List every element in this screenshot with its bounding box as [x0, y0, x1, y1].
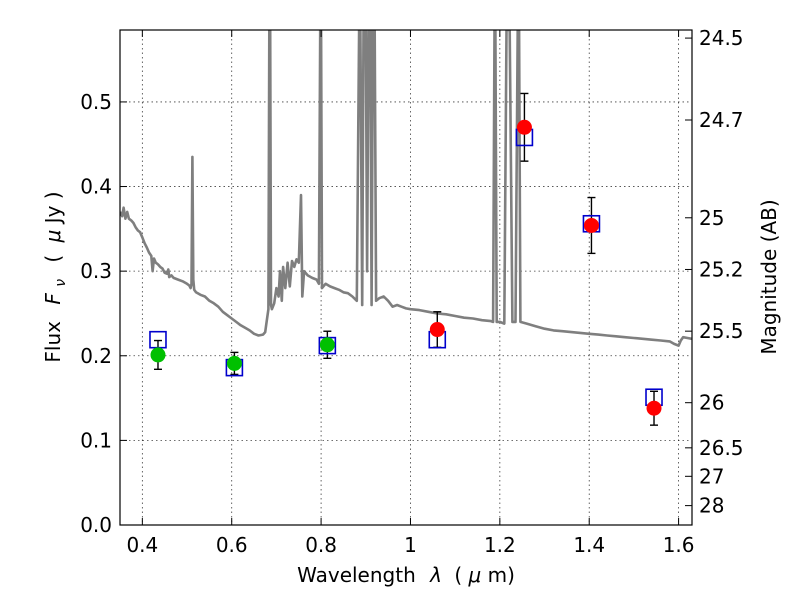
- x-axis-label-unit-mu: μ: [468, 563, 482, 587]
- mag-tick-label: 25.2: [699, 257, 744, 281]
- observed-nir-point: [516, 119, 532, 135]
- x-tick-label: 0.8: [305, 533, 337, 557]
- observed-optical-point: [319, 337, 335, 353]
- x-tick-label: 1: [404, 533, 417, 557]
- x-tick-label: 0.4: [126, 533, 158, 557]
- magnitude-axis-ticks: 24.5 24.7 25 25.2 25.5 26 26.5 27 28: [685, 26, 744, 518]
- y-tick-label: 0.4: [80, 175, 112, 199]
- y-axis-ticks: 0.0 0.1 0.2 0.3 0.4 0.5: [80, 90, 127, 537]
- mag-tick-label: 25.5: [699, 319, 744, 343]
- y-axis-label-unit-open: (: [41, 255, 65, 263]
- x-tick-label: 1.6: [663, 533, 695, 557]
- observed-nir-point: [583, 217, 599, 233]
- y-axis-label-unit-mu: μ: [41, 230, 65, 244]
- y-axis-label-left: Flux F ν ( μ Jy ): [41, 191, 70, 362]
- y-tick-label: 0.3: [80, 259, 112, 283]
- observed-nir-point: [646, 400, 662, 416]
- mag-tick-label: 26: [699, 391, 724, 415]
- observed-photometry-points: [150, 119, 662, 416]
- plot-frame: [119, 29, 693, 526]
- mag-tick-label: 24.7: [699, 108, 744, 132]
- model-spectrum-line: [120, 30, 692, 347]
- mag-tick-label: 24.5: [699, 26, 744, 50]
- y-axis-label-sub: ν: [53, 279, 69, 287]
- y-axis-label-right: Magnitude (AB): [757, 199, 781, 354]
- x-axis-label-text: Wavelength: [297, 563, 416, 587]
- y-tick-label: 0.1: [80, 428, 112, 452]
- mag-tick-label: 27: [699, 464, 724, 488]
- observed-optical-point: [226, 355, 242, 371]
- x-axis-label-var: λ: [429, 563, 442, 587]
- x-tick-label: 1.4: [573, 533, 605, 557]
- mag-tick-label: 26.5: [699, 436, 744, 460]
- y-axis-label-prefix: Flux: [41, 321, 65, 363]
- x-axis-label: Wavelength λ ( μ m): [297, 563, 515, 587]
- observed-nir-point: [429, 322, 445, 338]
- x-axis-ticks: 0.4 0.6 0.8 1 1.2 1.4 1.6: [126, 30, 695, 557]
- y-tick-label: 0.0: [80, 513, 112, 537]
- x-axis-label-unit-rest: m): [488, 563, 515, 587]
- y-axis-label-var: F: [41, 293, 65, 305]
- x-axis-label-unit-open: (: [454, 563, 462, 587]
- mag-tick-label: 28: [699, 494, 724, 518]
- observed-optical-point: [150, 347, 166, 363]
- y-tick-label: 0.5: [80, 90, 112, 114]
- x-tick-label: 1.2: [484, 533, 516, 557]
- y-tick-label: 0.2: [80, 344, 112, 368]
- x-tick-label: 0.6: [216, 533, 248, 557]
- y-axis-label-unit-rest: Jy ): [41, 191, 65, 225]
- mag-tick-label: 25: [699, 206, 724, 230]
